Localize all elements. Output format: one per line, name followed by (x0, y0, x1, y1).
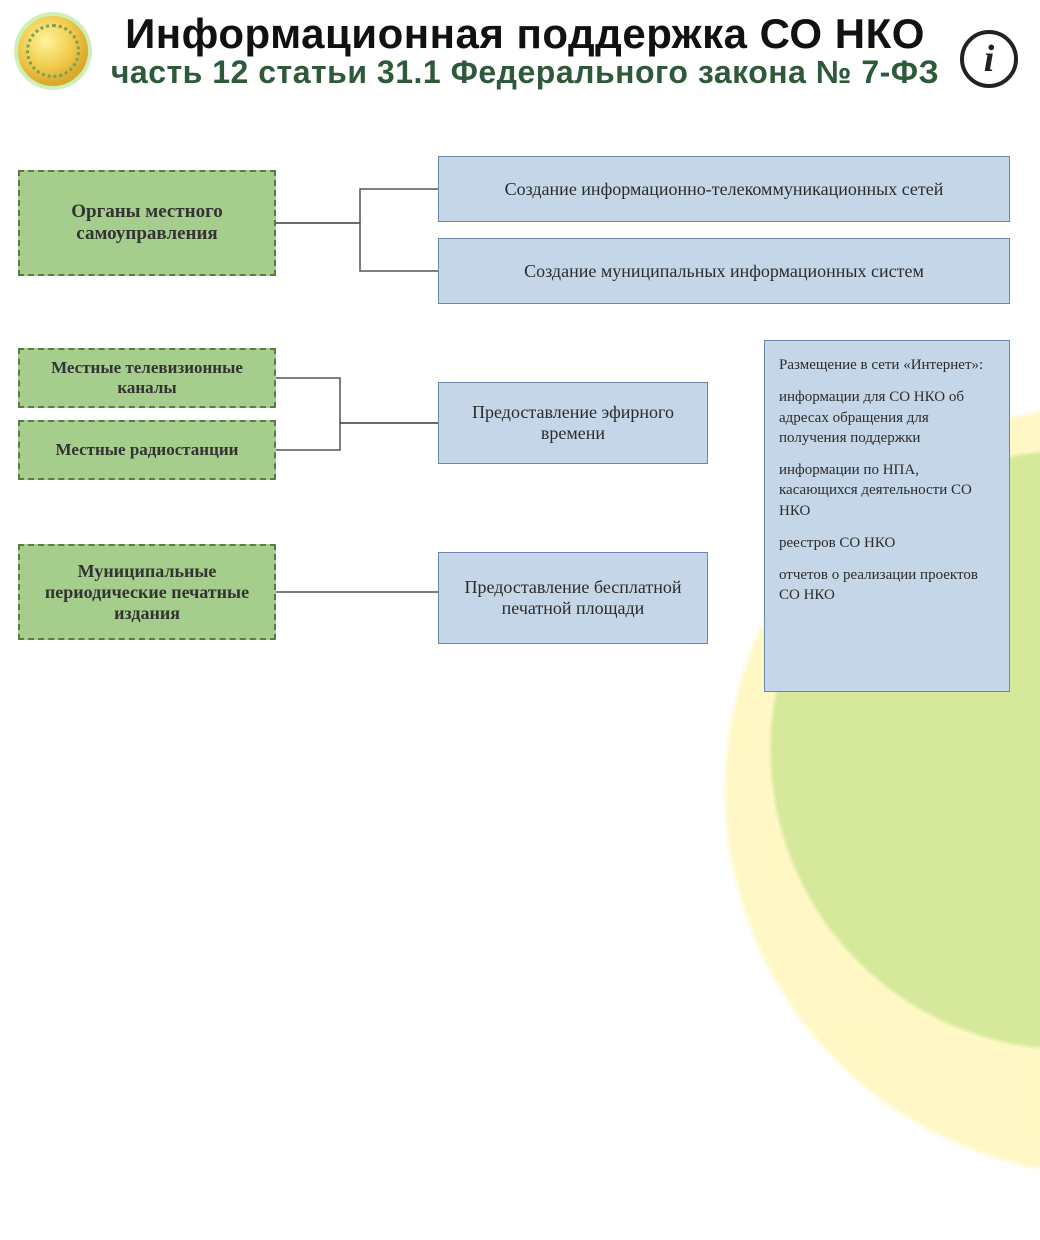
panel-item: отчетов о реализации проектов СО НКО (779, 565, 995, 606)
node-label: Создание муниципальных информационных си… (524, 261, 924, 282)
node-print-space: Предоставление бесплатной печатной площа… (438, 552, 708, 644)
node-label: Предоставление бесплатной печатной площа… (451, 577, 695, 619)
node-label: Создание информационно-телекоммуникацион… (505, 179, 944, 200)
panel-item: информации по НПА, касающихся деятельнос… (779, 460, 995, 521)
panel-item: реестров СО НКО (779, 533, 995, 553)
page-subtitle: часть 12 статьи 31.1 Федерального закона… (90, 54, 960, 91)
internet-placement-panel: Размещение в сети «Интернет»: информации… (764, 340, 1010, 692)
page-title: Информационная поддержка СО НКО (90, 10, 960, 58)
node-radio-stations: Местные радиостанции (18, 420, 276, 480)
node-telecom-networks: Создание информационно-телекоммуникацион… (438, 156, 1010, 222)
node-label: Органы местного самоуправления (32, 201, 262, 245)
node-local-government: Органы местного самоуправления (18, 170, 276, 276)
node-tv-channels: Местные телевизионные каналы (18, 348, 276, 408)
node-airtime: Предоставление эфирного времени (438, 382, 708, 464)
panel-item: информации для СО НКО об адресах обращен… (779, 387, 995, 448)
node-municipal-info-systems: Создание муниципальных информационных си… (438, 238, 1010, 304)
node-print-publications: Муниципальные периодические печатные изд… (18, 544, 276, 640)
node-label: Местные радиостанции (56, 440, 239, 460)
header: Информационная поддержка СО НКО часть 12… (0, 10, 1040, 91)
panel-lead: Размещение в сети «Интернет»: (779, 355, 995, 375)
node-label: Предоставление эфирного времени (451, 402, 695, 444)
node-label: Муниципальные периодические печатные изд… (32, 561, 262, 624)
node-label: Местные телевизионные каналы (32, 358, 262, 398)
